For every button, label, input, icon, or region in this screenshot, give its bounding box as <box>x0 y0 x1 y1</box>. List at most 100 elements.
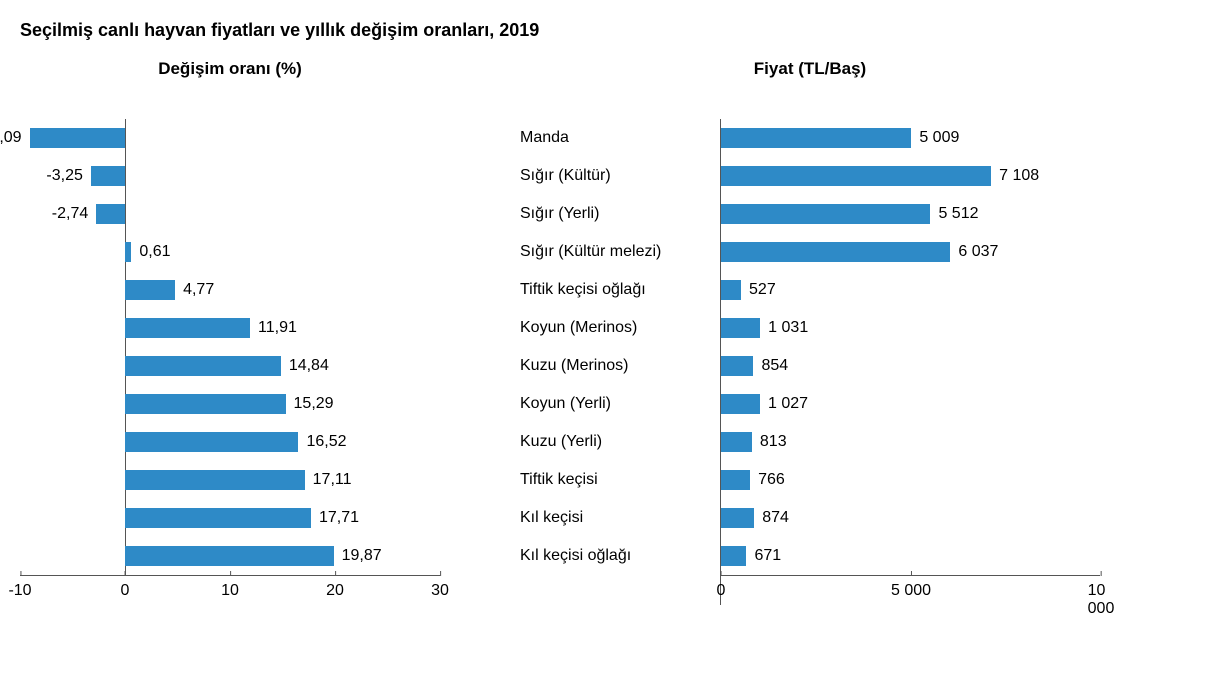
percent-bar-value-label: 4,77 <box>175 281 222 299</box>
price-bar-row: 6 037 <box>721 233 1100 271</box>
price-bar-row: 671 <box>721 537 1100 575</box>
percent-axis-tick: -10 <box>8 576 31 600</box>
category-label: Kıl keçisi <box>520 499 720 537</box>
price-bar-value-label: 1 027 <box>760 395 816 413</box>
category-label: Kuzu (Yerli) <box>520 423 720 461</box>
price-bar <box>721 356 753 376</box>
category-label: Sığır (Yerli) <box>520 195 720 233</box>
price-bar-row: 527 <box>721 271 1100 309</box>
percent-bar <box>125 432 298 452</box>
percent-bar-row: 11,91 <box>20 309 440 347</box>
percent-bar-row: 16,52 <box>20 423 440 461</box>
percent-bar <box>125 546 334 566</box>
percent-bar-row: 4,77 <box>20 271 440 309</box>
price-chart-axis: 05 00010 000 <box>720 575 1100 605</box>
percent-bar <box>125 318 250 338</box>
price-bar-value-label: 527 <box>741 281 784 299</box>
price-bar-value-label: 5 512 <box>930 205 986 223</box>
price-bar-value-label: 671 <box>746 547 789 565</box>
price-chart-plot: 5 009 7 108 5 512 6 037 527 1 031 854 1 027 813 7… <box>720 119 1100 575</box>
price-bar-value-label: 813 <box>752 433 795 451</box>
percent-bar-row: 19,87 <box>20 537 440 575</box>
price-bar <box>721 394 760 414</box>
price-bar <box>721 280 741 300</box>
percent-bar-value-label: 19,87 <box>334 547 390 565</box>
category-label: Tiftik keçisi <box>520 461 720 499</box>
percent-bar-value-label: 17,71 <box>311 509 367 527</box>
percent-axis-tick: 20 <box>326 576 344 600</box>
percent-bar-value-label: -3,25 <box>38 167 90 185</box>
price-bar <box>721 432 752 452</box>
category-label: Sığır (Kültür) <box>520 157 720 195</box>
percent-chart-title: Değişim oranı (%) <box>20 59 440 79</box>
category-labels-column: MandaSığır (Kültür)Sığır (Yerli)Sığır (K… <box>520 119 720 605</box>
page-title: Seçilmiş canlı hayvan fiyatları ve yıllı… <box>20 20 1203 41</box>
percent-bar <box>125 470 305 490</box>
percent-bar-value-label: 15,29 <box>286 395 342 413</box>
price-bar <box>721 242 950 262</box>
price-bar-row: 874 <box>721 499 1100 537</box>
percent-bar-value-label: 14,84 <box>281 357 337 375</box>
price-bar-value-label: 854 <box>753 357 796 375</box>
charts-container: Değişim oranı (%) -9,09 -3,25 -2,74 0,61 4,7… <box>20 59 1203 605</box>
price-bar-row: 5 512 <box>721 195 1100 233</box>
percent-chart-axis: -100102030 <box>20 575 440 605</box>
percent-bar-value-label: 11,91 <box>250 319 305 337</box>
percent-axis-tick: 0 <box>121 576 130 600</box>
price-axis-tick: 10 000 <box>1088 576 1115 618</box>
price-bar-value-label: 874 <box>754 509 797 527</box>
percent-bar-row: 17,71 <box>20 499 440 537</box>
price-chart-title: Fiyat (TL/Baş) <box>520 59 1100 79</box>
price-bar-row: 766 <box>721 461 1100 499</box>
price-bar-value-label: 5 009 <box>911 129 967 147</box>
price-bar-value-label: 7 108 <box>991 167 1047 185</box>
price-bar <box>721 470 750 490</box>
price-bar <box>721 204 930 224</box>
price-bar-row: 5 009 <box>721 119 1100 157</box>
price-axis-tick: 0 <box>717 576 726 600</box>
percent-bar-value-label: 0,61 <box>131 243 178 261</box>
category-label: Kuzu (Merinos) <box>520 347 720 385</box>
price-bar <box>721 166 991 186</box>
percent-axis-tick: 30 <box>431 576 449 600</box>
percent-bar-row: 15,29 <box>20 385 440 423</box>
price-chart: Fiyat (TL/Baş) MandaSığır (Kültür)Sığır … <box>520 59 1100 605</box>
percent-bar-row: -3,25 <box>20 157 440 195</box>
percent-bar-row: 0,61 <box>20 233 440 271</box>
percent-axis-tick: 10 <box>221 576 239 600</box>
category-label: Koyun (Yerli) <box>520 385 720 423</box>
price-bar-row: 7 108 <box>721 157 1100 195</box>
percent-chart-plot: -9,09 -3,25 -2,74 0,61 4,77 11,91 14,84 15,29 16… <box>20 119 440 575</box>
price-bar-row: 813 <box>721 423 1100 461</box>
percent-bar <box>30 128 125 148</box>
percent-bar <box>125 508 311 528</box>
price-axis-tick: 5 000 <box>891 576 931 600</box>
percent-bar-value-label: 17,11 <box>305 471 360 489</box>
category-label: Kıl keçisi oğlağı <box>520 537 720 575</box>
percent-bar <box>125 280 175 300</box>
category-label: Koyun (Merinos) <box>520 309 720 347</box>
percent-bar-value-label: -2,74 <box>44 205 96 223</box>
price-bar-value-label: 6 037 <box>950 243 1006 261</box>
percent-bar-value-label: -9,09 <box>0 129 30 147</box>
category-label: Tiftik keçisi oğlağı <box>520 271 720 309</box>
price-bar-value-label: 1 031 <box>760 319 816 337</box>
percent-bar <box>125 356 281 376</box>
percent-bar <box>91 166 125 186</box>
percent-bar <box>125 394 286 414</box>
percent-bar <box>96 204 125 224</box>
price-bar <box>721 318 760 338</box>
price-bar-value-label: 766 <box>750 471 793 489</box>
percent-bar-row: 17,11 <box>20 461 440 499</box>
price-bar-row: 854 <box>721 347 1100 385</box>
category-label: Sığır (Kültür melezi) <box>520 233 720 271</box>
price-bar <box>721 128 911 148</box>
percent-bar-row: 14,84 <box>20 347 440 385</box>
percent-chart: Değişim oranı (%) -9,09 -3,25 -2,74 0,61 4,7… <box>20 59 440 605</box>
percent-bar-value-label: 16,52 <box>298 433 354 451</box>
price-bar <box>721 508 754 528</box>
percent-bar-row: -2,74 <box>20 195 440 233</box>
percent-bar-row: -9,09 <box>20 119 440 157</box>
price-bar-row: 1 031 <box>721 309 1100 347</box>
price-bar <box>721 546 746 566</box>
